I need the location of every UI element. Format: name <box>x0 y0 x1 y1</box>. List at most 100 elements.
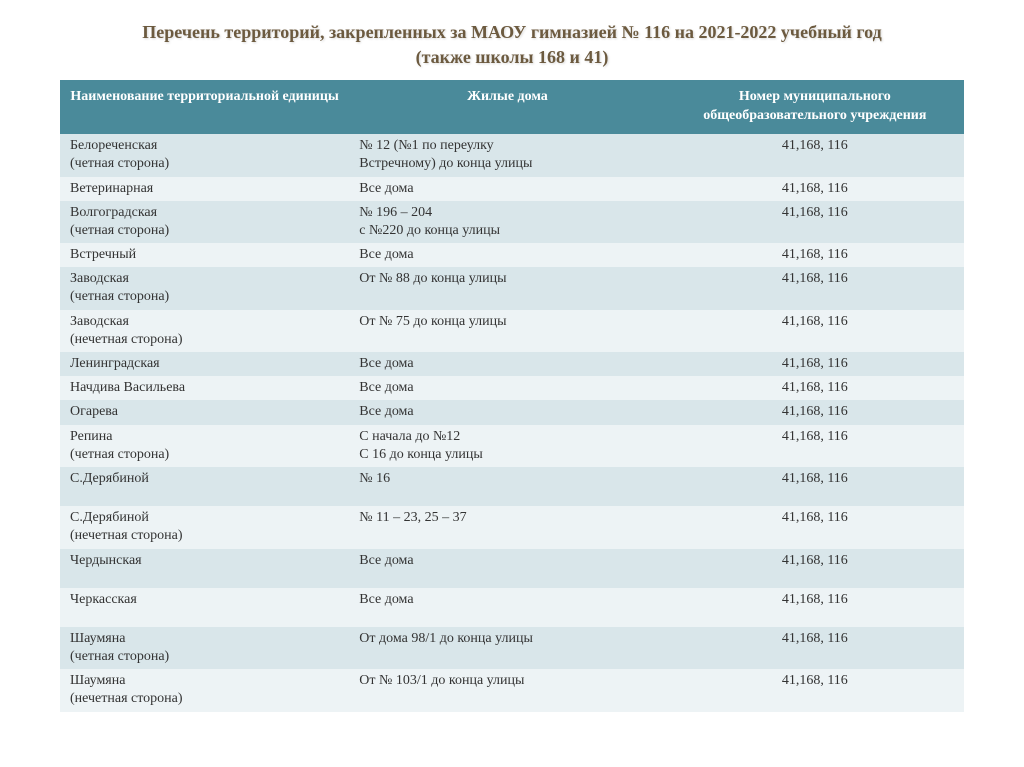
territory-line1: Репина <box>70 428 339 446</box>
cell-houses: Все дома <box>349 549 665 588</box>
table-row: Шаумяна(четная сторона) От дома 98/1 до к… <box>60 627 964 669</box>
houses-line2: с №220 до конца улицы <box>359 222 655 240</box>
table-row: Начдива Васильева Все дома 41,168, 116 <box>60 376 964 400</box>
houses-line1: Все дома <box>359 379 655 397</box>
territory-line1: Шаумяна <box>70 630 339 648</box>
territory-line1: С.Дерябиной <box>70 470 339 488</box>
territory-line2: (четная сторона) <box>70 446 339 464</box>
cell-houses: № 16 <box>349 467 665 506</box>
cell-number: 41,168, 116 <box>666 243 964 267</box>
houses-line1: № 12 (№1 по переулку <box>359 137 655 155</box>
houses-line1: Все дома <box>359 246 655 264</box>
cell-houses: Все дома <box>349 243 665 267</box>
cell-number: 41,168, 116 <box>666 310 964 352</box>
territory-line1: Ветеринарная <box>70 180 339 198</box>
houses-line1: С начала до №12 <box>359 428 655 446</box>
cell-number: 41,168, 116 <box>666 267 964 309</box>
table-row: Заводская(нечетная сторона)От № 75 до ко… <box>60 310 964 352</box>
table-row: Черкасская Все дома 41,168, 116 <box>60 588 964 627</box>
cell-territory: Заводская(четная сторона) <box>60 267 349 309</box>
houses-line1: Все дома <box>359 591 655 609</box>
col-header-number: Номер муниципального общеобразовательног… <box>666 80 964 134</box>
table-row: С.Дерябиной(нечетная сторона)№ 11 – 23, … <box>60 506 964 548</box>
territory-line1: Начдива Васильева <box>70 379 339 397</box>
cell-houses: От № 103/1 до конца улицы <box>349 669 665 711</box>
table-row: Встречный Все дома 41,168, 116 <box>60 243 964 267</box>
table-row: Шаумяна(нечетная сторона) От № 103/1 до к… <box>60 669 964 711</box>
territory-line1: Огарева <box>70 403 339 421</box>
territory-line2: (четная сторона) <box>70 222 339 240</box>
territory-line2: (нечетная сторона) <box>70 527 339 545</box>
cell-territory: Репина(четная сторона) <box>60 425 349 467</box>
cell-territory: Чердынская <box>60 549 349 588</box>
table-row: Ленинградская Все дома 41,168, 116 <box>60 352 964 376</box>
cell-number: 41,168, 116 <box>666 177 964 201</box>
houses-line1: Все дома <box>359 355 655 373</box>
territory-line2: (четная сторона) <box>70 648 339 666</box>
territory-line1: Волгоградская <box>70 204 339 222</box>
cell-territory: С.Дерябиной(нечетная сторона) <box>60 506 349 548</box>
cell-number: 41,168, 116 <box>666 201 964 243</box>
cell-number: 41,168, 116 <box>666 400 964 424</box>
cell-territory: Огарева <box>60 400 349 424</box>
houses-line1: Все дома <box>359 552 655 570</box>
territory-line2: (четная сторона) <box>70 155 339 173</box>
territory-line1: С.Дерябиной <box>70 509 339 527</box>
table-row: Белореченская(четная сторона)№ 12 (№1 по… <box>60 134 964 176</box>
territory-line1: Черкасская <box>70 591 339 609</box>
table-row: С.Дерябиной № 16 41,168, 116 <box>60 467 964 506</box>
territories-table: Наименование территориальной единицы Жил… <box>60 80 964 711</box>
table-row: Чердынская Все дома 41,168, 116 <box>60 549 964 588</box>
cell-houses: № 196 – 204с №220 до конца улицы <box>349 201 665 243</box>
territory-line1: Белореченская <box>70 137 339 155</box>
territory-line1: Заводская <box>70 270 339 288</box>
cell-number: 41,168, 116 <box>666 376 964 400</box>
territory-line2: (нечетная сторона) <box>70 690 339 708</box>
houses-line2: С 16 до конца улицы <box>359 446 655 464</box>
cell-houses: Все дома <box>349 177 665 201</box>
cell-number: 41,168, 116 <box>666 467 964 506</box>
houses-line2: Встречному) до конца улицы <box>359 155 655 173</box>
houses-line1: Все дома <box>359 180 655 198</box>
cell-houses: От № 88 до конца улицы <box>349 267 665 309</box>
territory-line2: (четная сторона) <box>70 288 339 306</box>
cell-number: 41,168, 116 <box>666 669 964 711</box>
table-header-row: Наименование территориальной единицы Жил… <box>60 80 964 134</box>
table-row: Огарева Все дома 41,168, 116 <box>60 400 964 424</box>
cell-territory: Белореченская(четная сторона) <box>60 134 349 176</box>
page-title: Перечень территорий, закрепленных за МАО… <box>60 20 964 70</box>
cell-houses: № 12 (№1 по переулкуВстречному) до конца… <box>349 134 665 176</box>
cell-houses: Все дома <box>349 352 665 376</box>
cell-territory: Шаумяна(нечетная сторона) <box>60 669 349 711</box>
cell-houses: Все дома <box>349 400 665 424</box>
houses-line1: № 16 <box>359 470 655 488</box>
col-header-territory: Наименование территориальной единицы <box>60 80 349 134</box>
cell-number: 41,168, 116 <box>666 588 964 627</box>
territory-line1: Встречный <box>70 246 339 264</box>
houses-line1: Все дома <box>359 403 655 421</box>
cell-territory: С.Дерябиной <box>60 467 349 506</box>
col-header-houses: Жилые дома <box>349 80 665 134</box>
cell-number: 41,168, 116 <box>666 134 964 176</box>
table-row: Заводская(четная сторона)От № 88 до конц… <box>60 267 964 309</box>
houses-line1: От № 103/1 до конца улицы <box>359 672 655 690</box>
table-row: Ветеринарная Все дома 41,168, 116 <box>60 177 964 201</box>
cell-houses: С начала до №12С 16 до конца улицы <box>349 425 665 467</box>
cell-territory: Встречный <box>60 243 349 267</box>
territory-line1: Ленинградская <box>70 355 339 373</box>
cell-number: 41,168, 116 <box>666 352 964 376</box>
cell-houses: От дома 98/1 до конца улицы <box>349 627 665 669</box>
cell-number: 41,168, 116 <box>666 627 964 669</box>
cell-number: 41,168, 116 <box>666 506 964 548</box>
cell-territory: Черкасская <box>60 588 349 627</box>
table-row: Волгоградская(четная сторона)№ 196 – 204… <box>60 201 964 243</box>
cell-territory: Шаумяна(четная сторона) <box>60 627 349 669</box>
cell-houses: Все дома <box>349 376 665 400</box>
houses-line1: От дома 98/1 до конца улицы <box>359 630 655 648</box>
territory-line1: Шаумяна <box>70 672 339 690</box>
cell-territory: Начдива Васильева <box>60 376 349 400</box>
cell-houses: Все дома <box>349 588 665 627</box>
cell-number: 41,168, 116 <box>666 549 964 588</box>
cell-territory: Волгоградская(четная сторона) <box>60 201 349 243</box>
territory-line1: Чердынская <box>70 552 339 570</box>
